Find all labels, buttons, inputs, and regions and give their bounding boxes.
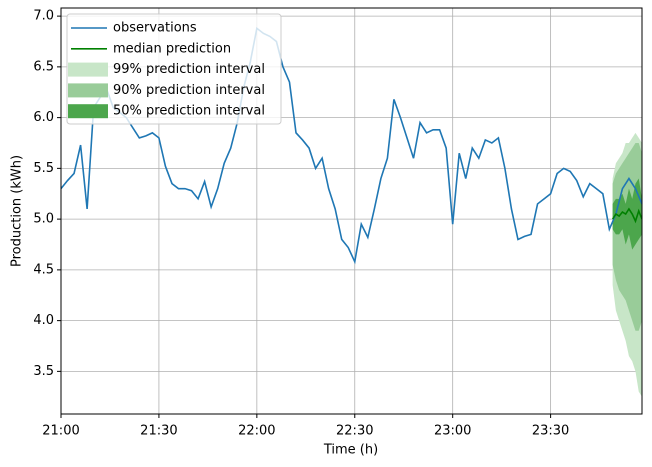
x-tick-label: 23:30 bbox=[532, 424, 569, 439]
y-tick-label: 4.5 bbox=[33, 262, 54, 277]
x-tick-label: 21:30 bbox=[140, 424, 177, 439]
legend-swatch bbox=[68, 104, 108, 119]
legend-swatch bbox=[68, 62, 108, 77]
legend-swatch bbox=[68, 83, 108, 98]
prediction-interval bbox=[612, 178, 642, 250]
y-tick-label: 4.0 bbox=[33, 313, 54, 328]
x-tick-label: 21:00 bbox=[42, 424, 79, 439]
legend-box bbox=[66, 13, 282, 125]
legend-label: 90% prediction interval bbox=[113, 83, 265, 98]
observation-line bbox=[61, 26, 642, 265]
legend-label: 50% prediction interval bbox=[113, 104, 265, 119]
x-axis-label: Time (h) bbox=[323, 443, 378, 458]
x-tick-label: 22:30 bbox=[336, 424, 373, 439]
y-tick-label: 6.5 bbox=[33, 59, 54, 74]
legend: observations median prediction 99% predict… bbox=[66, 13, 282, 125]
y-tick-label: 7.0 bbox=[33, 9, 54, 24]
y-tick-label: 6.0 bbox=[33, 110, 54, 125]
legend-label: median prediction bbox=[113, 41, 231, 56]
legend-label: 99% prediction interval bbox=[113, 62, 265, 77]
y-tick-label: 5.5 bbox=[33, 161, 54, 176]
plot-frame bbox=[60, 7, 643, 415]
plot-area bbox=[61, 26, 642, 397]
median-line bbox=[611, 207, 642, 224]
y-tick-label: 3.5 bbox=[33, 364, 54, 379]
x-tick-label: 22:00 bbox=[238, 424, 275, 439]
x-tick-label: 23:00 bbox=[434, 424, 471, 439]
y-tick-label: 5.0 bbox=[33, 212, 54, 227]
y-axis-label: Production (kWh) bbox=[10, 155, 25, 267]
legend-label: observations bbox=[113, 21, 197, 36]
